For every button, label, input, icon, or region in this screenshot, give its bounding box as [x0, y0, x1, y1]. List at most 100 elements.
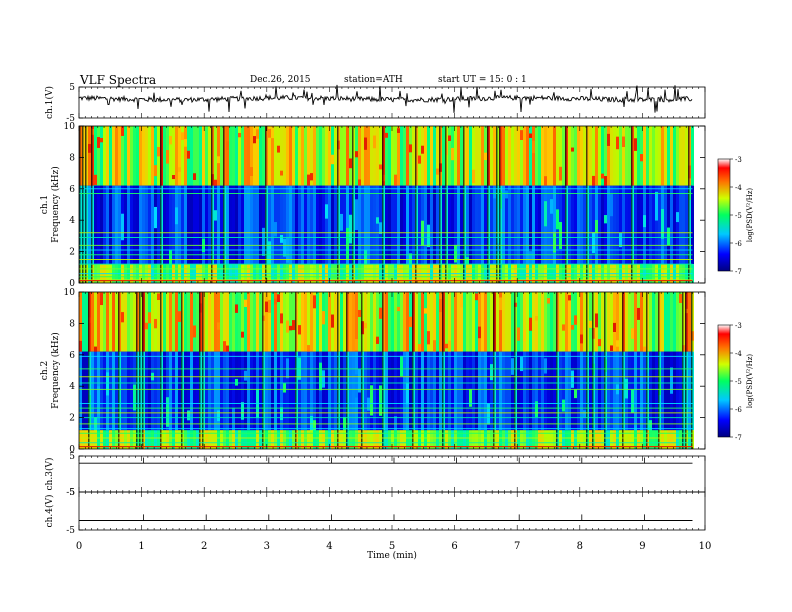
spectrogram-cell — [604, 215, 607, 224]
spectrogram-cell — [316, 126, 319, 186]
spectrogram-cell — [310, 351, 313, 431]
spectrogram-cell — [601, 292, 604, 352]
spectrogram-cell — [529, 351, 532, 431]
spectrogram-cell — [409, 316, 412, 328]
spectrogram-cell — [268, 128, 271, 138]
spectrogram-cell — [433, 430, 436, 449]
spectrogram-cell — [265, 126, 267, 283]
spectrogram-cell — [430, 292, 433, 352]
y-tick-label: -5 — [66, 526, 75, 536]
spectrogram-cell — [460, 295, 463, 308]
spectrogram-cell — [457, 292, 460, 352]
spectrogram-cell — [319, 126, 322, 186]
spectrogram-cell — [379, 292, 382, 352]
spectrogram-cell — [541, 185, 544, 265]
spectrogram-cell — [676, 351, 679, 431]
spectrogram-cell — [580, 334, 583, 344]
spectrogram-cell — [658, 185, 661, 265]
spectrogram-cell — [487, 403, 490, 425]
y-tick-label: 5 — [69, 83, 75, 93]
spectrogram-cell — [469, 126, 472, 186]
spectrogram-cell — [301, 185, 304, 265]
spectrogram-cell — [505, 292, 508, 352]
spectrogram-cell — [235, 185, 238, 265]
spectrogram-cell — [571, 126, 574, 186]
spectrogram-cell — [226, 185, 229, 265]
spectrogram-cell — [244, 430, 247, 449]
spectrogram-cell — [490, 364, 493, 381]
spectrogram-cell — [238, 126, 241, 186]
spectrogram-cell — [607, 292, 610, 352]
spectrogram-cell — [274, 126, 277, 186]
spectrogram-cell — [331, 430, 334, 449]
spectrogram-image — [79, 292, 694, 449]
spectrogram-cell — [163, 430, 166, 449]
spectrogram-cell — [127, 430, 130, 449]
spectrogram-cell — [463, 430, 466, 449]
spectrogram-cell — [649, 351, 652, 431]
spectrogram-cell — [256, 292, 259, 352]
spectrogram-cell — [184, 126, 187, 186]
spectrogram-cell — [307, 126, 310, 186]
y-axis-label: Frequency (kHz) — [50, 166, 61, 243]
spectrogram-cell — [79, 126, 81, 283]
spectrogram-cell — [382, 292, 384, 449]
x-tick-label: 1 — [138, 541, 144, 552]
spectrogram-cell — [199, 185, 202, 265]
spectrogram-cell — [622, 292, 624, 449]
spectrogram-cell — [88, 292, 90, 449]
spectrogram-cell — [112, 351, 115, 431]
spectrogram-cell — [421, 126, 424, 186]
spectrogram-cell — [343, 185, 346, 265]
spectrogram-cell — [613, 292, 616, 352]
spectrogram-cell — [535, 430, 538, 449]
spectrogram-cell — [217, 292, 220, 352]
spectrogram-cell — [286, 358, 289, 379]
spectrogram-cell — [379, 385, 382, 416]
spectrogram-cell — [598, 185, 601, 265]
spectrogram-cell — [109, 292, 112, 352]
spectrogram-cell — [145, 292, 148, 352]
spectrogram-cell — [271, 126, 274, 186]
spectrogram-cell — [340, 292, 343, 352]
spectrogram-cell — [613, 351, 616, 431]
spectrogram-cell — [679, 292, 682, 352]
spectrogram-cell — [520, 351, 523, 431]
spectrogram-cell — [172, 185, 175, 265]
spectrogram-cell — [640, 430, 643, 449]
spectrogram-cell — [430, 126, 433, 186]
spectrogram-cell — [529, 430, 532, 449]
spectrogram-cell — [445, 343, 448, 349]
spectrogram-cell — [550, 351, 553, 431]
spectrogram-cell — [130, 185, 133, 265]
x-tick-label: 6 — [451, 541, 457, 552]
spectrogram-cell — [142, 126, 145, 186]
spectrogram-cell — [307, 292, 310, 352]
spectrogram-cell — [631, 328, 634, 339]
spectrogram-cell — [121, 126, 124, 186]
spectrogram-cell — [514, 292, 516, 449]
spectrogram-cell — [130, 430, 133, 449]
spectrogram-cell — [328, 292, 331, 352]
spectrogram-cell — [130, 351, 133, 431]
spectrogram-cell — [415, 430, 418, 449]
spectrogram-cell — [421, 145, 424, 154]
x-tick-label: 4 — [326, 541, 332, 552]
spectrogram-cell — [571, 370, 574, 388]
spectrogram-cell — [220, 292, 223, 352]
spectrogram-cell — [223, 292, 226, 352]
spectrogram-cell — [556, 126, 559, 186]
spectrogram-cell — [532, 185, 535, 265]
spectrogram-cell — [355, 199, 358, 231]
spectrogram-cell — [559, 430, 562, 449]
spectrogram-cell — [691, 292, 693, 449]
spectrogram-cell — [394, 185, 397, 265]
spectrogram-cell — [253, 185, 256, 265]
y-tick-label: 4 — [69, 216, 75, 226]
spectrogram-cell — [559, 126, 562, 186]
spectrogram-cell — [505, 185, 508, 265]
spectrogram-cell — [637, 126, 640, 186]
spectrogram-cell — [562, 185, 565, 265]
spectrogram-cell — [544, 292, 547, 352]
spectrogram-cell — [367, 185, 370, 265]
